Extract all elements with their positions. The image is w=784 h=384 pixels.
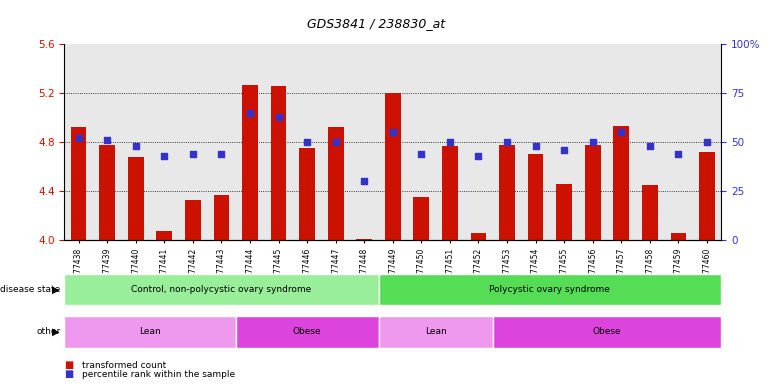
Point [472, 153, 485, 159]
Bar [385, 93, 401, 240]
Text: ▶: ▶ [52, 285, 60, 295]
Bar [613, 126, 629, 240]
Point [301, 139, 314, 145]
Bar [299, 148, 315, 240]
Bar [128, 157, 143, 240]
Point [101, 137, 114, 143]
Point [558, 147, 571, 153]
Bar [470, 233, 486, 240]
Text: disease state: disease state [0, 285, 60, 294]
Point [586, 139, 599, 145]
Point [329, 139, 342, 145]
Point [387, 129, 399, 136]
Point [215, 151, 227, 157]
Text: percentile rank within the sample: percentile rank within the sample [82, 370, 234, 379]
Point [415, 151, 427, 157]
Bar [242, 84, 258, 240]
Text: ■: ■ [64, 369, 74, 379]
Point [444, 139, 456, 145]
Bar [157, 232, 172, 240]
Bar [528, 154, 543, 240]
Point [272, 114, 285, 120]
Text: Lean: Lean [425, 327, 447, 336]
Bar [413, 197, 429, 240]
Text: ■: ■ [64, 360, 74, 370]
Bar [642, 185, 658, 240]
Point [244, 109, 256, 116]
Text: Lean: Lean [139, 327, 161, 336]
Text: transformed count: transformed count [82, 361, 165, 370]
Bar [213, 195, 229, 240]
Bar [185, 200, 201, 240]
Text: GDS3841 / 238830_at: GDS3841 / 238830_at [307, 17, 445, 30]
Point [644, 143, 656, 149]
Bar [670, 233, 686, 240]
Bar [328, 127, 343, 240]
Bar [585, 144, 601, 240]
Text: ▶: ▶ [52, 327, 60, 337]
Bar [357, 239, 372, 240]
Point [358, 178, 371, 184]
Point [72, 135, 85, 141]
Bar [100, 144, 115, 240]
Bar [71, 127, 86, 240]
Bar [557, 184, 572, 240]
Point [672, 151, 684, 157]
Text: other: other [36, 327, 60, 336]
Bar [699, 152, 715, 240]
Point [615, 129, 627, 136]
Bar [499, 144, 515, 240]
Text: Polycystic ovary syndrome: Polycystic ovary syndrome [489, 285, 610, 294]
Text: Obese: Obese [593, 327, 622, 336]
Point [129, 143, 142, 149]
Point [701, 139, 713, 145]
Bar [270, 86, 286, 240]
Point [187, 151, 199, 157]
Text: Control, non-polycystic ovary syndrome: Control, non-polycystic ovary syndrome [131, 285, 311, 294]
Bar [442, 146, 458, 240]
Point [529, 143, 542, 149]
Point [501, 139, 514, 145]
Text: Obese: Obese [292, 327, 321, 336]
Point [158, 153, 171, 159]
